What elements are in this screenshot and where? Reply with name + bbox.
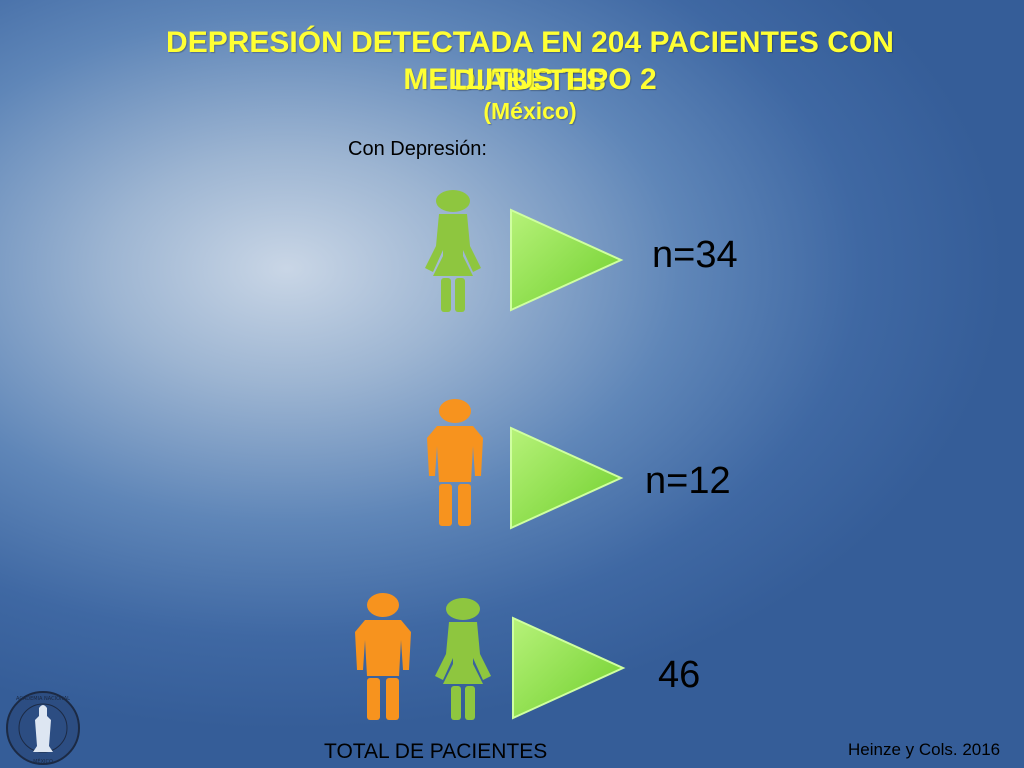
- female-person-icon: [425, 190, 481, 312]
- female-count: n=34: [652, 234, 738, 276]
- male-count: n=12: [645, 460, 731, 502]
- male-person-icon: [355, 593, 411, 720]
- arrow-icon: [510, 209, 622, 311]
- total-count: 46: [658, 654, 701, 696]
- subtitle: (México): [483, 98, 577, 124]
- academy-seal-logo: ACADEMIA NACIONAL MÉXICO: [6, 691, 80, 765]
- svg-text:MÉXICO: MÉXICO: [33, 757, 53, 765]
- arrow-icon: [510, 427, 622, 529]
- title-line-1: DEPRESIÓN DETECTADA EN 204 PACIENTES CON…: [166, 26, 894, 97]
- male-person-icon: [427, 399, 483, 526]
- svg-text:ACADEMIA NACIONAL: ACADEMIA NACIONAL: [16, 696, 70, 702]
- title-line-2: MELLITUS TIPO 2: [403, 63, 657, 96]
- female-person-icon: [435, 598, 491, 720]
- total-label: TOTAL DE PACIENTES: [324, 740, 548, 763]
- arrow-icon: [512, 617, 624, 719]
- con-depresion-label: Con Depresión:: [348, 138, 487, 160]
- citation: Heinze y Cols. 2016: [848, 740, 1001, 759]
